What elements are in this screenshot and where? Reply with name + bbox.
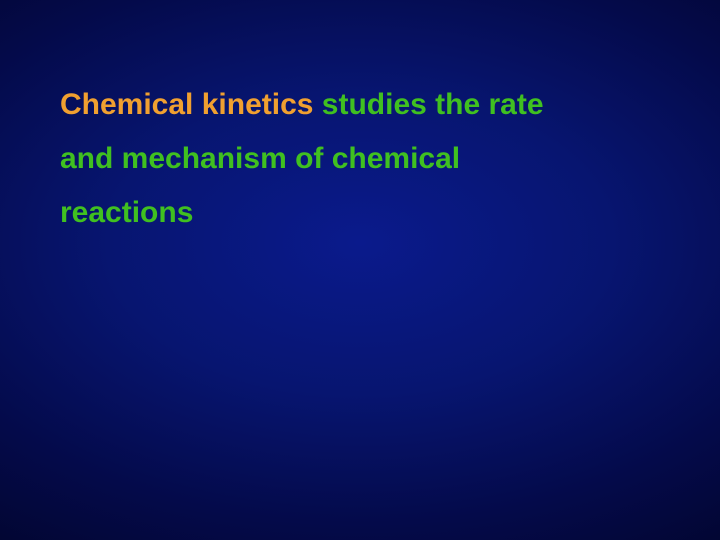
text-line-2: and mechanism of chemical	[60, 132, 660, 186]
slide-background: Chemical kinetics studies the rate and m…	[0, 0, 720, 540]
highlight-term: Chemical kinetics	[60, 88, 313, 121]
text-line-3: reactions	[60, 186, 660, 240]
slide-content: Chemical kinetics studies the rate and m…	[60, 78, 660, 240]
body-segment-1: studies the rate	[313, 88, 543, 121]
text-line-1: Chemical kinetics studies the rate	[60, 78, 660, 132]
